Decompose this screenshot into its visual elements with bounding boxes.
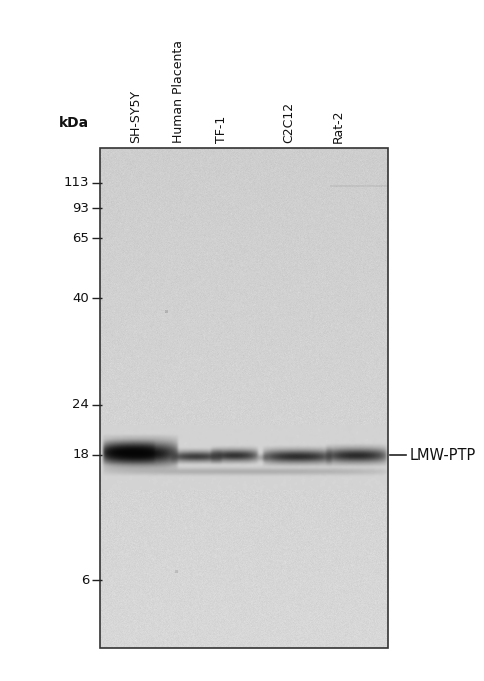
Text: 6: 6 (81, 573, 89, 586)
Text: Human Placenta: Human Placenta (172, 40, 185, 143)
Text: 18: 18 (72, 449, 89, 462)
Bar (100, 148, 388, 648)
Text: 93: 93 (72, 202, 89, 215)
Text: 65: 65 (72, 232, 89, 244)
Text: C2C12: C2C12 (282, 102, 295, 143)
Text: SH-SY5Y: SH-SY5Y (129, 90, 142, 143)
Text: kDa: kDa (59, 116, 89, 130)
Text: LMW-PTP: LMW-PTP (410, 447, 476, 462)
Text: Rat-2: Rat-2 (332, 110, 345, 143)
Text: 113: 113 (63, 176, 89, 189)
Text: TF-1: TF-1 (215, 116, 228, 143)
Text: 24: 24 (72, 398, 89, 411)
Text: 40: 40 (72, 291, 89, 304)
